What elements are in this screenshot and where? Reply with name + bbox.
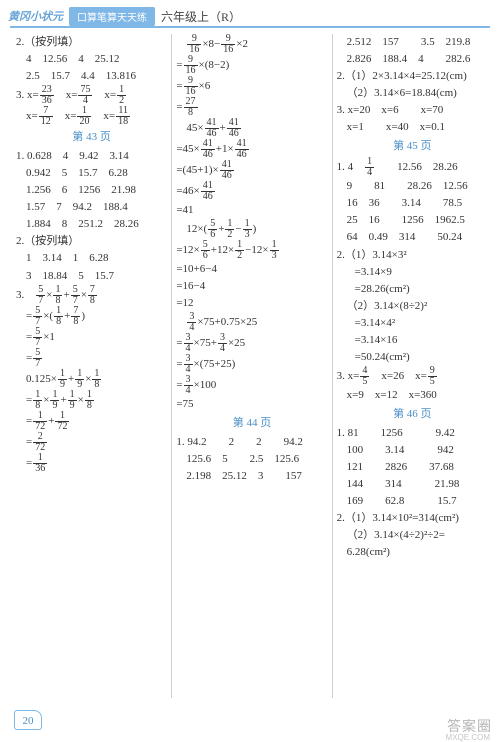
equation-row: 6.28(cm²) xyxy=(337,544,488,561)
data-row: 121 2826 37.68 xyxy=(337,459,488,476)
equation-row: x=712 x=120 x=1118 xyxy=(16,106,167,127)
data-row: 1 3.14 1 6.28 xyxy=(16,250,167,267)
data-row: 64 0.49 314 50.24 xyxy=(337,229,488,246)
equation-row: =10+6−4 xyxy=(176,261,327,278)
data-row: 0.942 5 15.7 6.28 xyxy=(16,165,167,182)
data-row: 2.512 157 3.5 219.8 xyxy=(337,34,488,51)
grade-label: 六年级上（R） xyxy=(161,8,241,25)
equation-row: =916×(8−2) xyxy=(176,55,327,76)
equation-row: =(45+1)×4146 xyxy=(176,160,327,181)
data-row: 2.198 25.12 3 157 xyxy=(176,468,327,485)
header-divider xyxy=(10,26,490,28)
data-row: 169 62.8 15.7 xyxy=(337,493,488,510)
equation-row: =12 xyxy=(176,295,327,312)
column-1: 2.（按列填） 4 12.56 4 25.12 2.5 15.7 4.4 13.… xyxy=(12,34,171,698)
equation-row: 2.（1）3.14×10²=314(cm²) xyxy=(337,510,488,527)
equation-row: x=1 x=40 x=0.1 xyxy=(337,119,488,136)
equation-row: =41 xyxy=(176,202,327,219)
content-columns: 2.（按列填） 4 12.56 4 25.12 2.5 15.7 4.4 13.… xyxy=(0,28,500,698)
equation-row: =136 xyxy=(16,453,167,474)
data-row: 125.6 5 2.5 125.6 xyxy=(176,451,327,468)
equation-row: 2.（1）3.14×3² xyxy=(337,247,488,264)
equation-row: 3. x=20 x=6 x=70 xyxy=(337,102,488,119)
equation-row: =57 xyxy=(16,348,167,369)
brand-tag: 黄冈小状元 xyxy=(8,8,63,24)
data-row: 16 36 3.14 78.5 xyxy=(337,195,488,212)
equation-row: =46×4146 xyxy=(176,181,327,202)
equation-row: =50.24(cm²) xyxy=(337,349,488,366)
equation-row: =12×56+12×12−12×13 xyxy=(176,240,327,261)
equation-row: =3.14×9 xyxy=(337,264,488,281)
data-row: 1.256 6 1256 21.98 xyxy=(16,182,167,199)
data-row: 1.57 7 94.2 188.4 xyxy=(16,199,167,216)
equation-row: 3. x=2336 x=754 x=12 xyxy=(16,85,167,106)
equation-row: =172+172 xyxy=(16,411,167,432)
data-row: 3 18.84 5 15.7 xyxy=(16,268,167,285)
section-title: 2.（按列填） xyxy=(16,34,167,51)
page-ref-44: 第 44 页 xyxy=(176,415,327,432)
equation-row: =34×75+34×25 xyxy=(176,333,327,354)
equation-row: =28.26(cm²) xyxy=(337,281,488,298)
column-2: 916×8−916×2 =916×(8−2) =916×6 =278 45×41… xyxy=(171,34,331,698)
page-header: 黄冈小状元 口算笔算天天练 六年级上（R） xyxy=(0,0,500,28)
equation-row: 45×4146+4146 xyxy=(176,118,327,139)
data-row: 1. 81 1256 9.42 xyxy=(337,425,488,442)
equation-row: 3. 57×18+57×78 xyxy=(16,285,167,306)
equation-row: =34×(75+25) xyxy=(176,354,327,375)
data-row: 100 3.14 942 xyxy=(337,442,488,459)
data-row: 1. 4 14 12.56 28.26 xyxy=(337,157,488,178)
equation-row: =3.14×16 xyxy=(337,332,488,349)
page-ref-46: 第 46 页 xyxy=(337,406,488,423)
data-row: 9 81 28.26 12.56 xyxy=(337,178,488,195)
equation-row: 916×8−916×2 xyxy=(176,34,327,55)
data-row: 4 12.56 4 25.12 xyxy=(16,51,167,68)
column-3: 2.512 157 3.5 219.8 2.826 188.4 4 282.6 … xyxy=(332,34,492,698)
section-title: 2.（按列填） xyxy=(16,233,167,250)
equation-row: =18×19+19×18 xyxy=(16,390,167,411)
equation-row: =57×(18+78) xyxy=(16,306,167,327)
equation-row: =3.14×4² xyxy=(337,315,488,332)
data-row: 144 314 21.98 xyxy=(337,476,488,493)
equation-row: （2）3.14×(8÷2)² xyxy=(337,298,488,315)
equation-row: =45×4146+1×4146 xyxy=(176,139,327,160)
equation-row: （2）3.14×6=18.84(cm) xyxy=(337,85,488,102)
data-row: 2.5 15.7 4.4 13.816 xyxy=(16,68,167,85)
data-row: 1. 0.628 4 9.42 3.14 xyxy=(16,148,167,165)
equation-row: =75 xyxy=(176,396,327,413)
page-ref-45: 第 45 页 xyxy=(337,138,488,155)
data-row: 25 16 1256 1962.5 xyxy=(337,212,488,229)
equation-row: 0.125×19+19×18 xyxy=(16,369,167,390)
series-pill: 口算笔算天天练 xyxy=(69,7,155,26)
equation-row: （2）3.14×(4÷2)²÷2= xyxy=(337,527,488,544)
equation-row: 12×(56+12−13) xyxy=(176,219,327,240)
page-number: 20 xyxy=(14,710,42,730)
equation-row: =16−4 xyxy=(176,278,327,295)
equation-row: =57×1 xyxy=(16,327,167,348)
equation-row: x=9 x=12 x=360 xyxy=(337,387,488,404)
data-row: 1. 94.2 2 2 94.2 xyxy=(176,434,327,451)
page-ref-43: 第 43 页 xyxy=(16,129,167,146)
data-row: 1.884 8 251.2 28.26 xyxy=(16,216,167,233)
equation-row: =916×6 xyxy=(176,76,327,97)
equation-row: =272 xyxy=(16,432,167,453)
watermark-url: MXQE.COM xyxy=(446,733,490,742)
equation-row: 2.（1）2×3.14×4=25.12(cm) xyxy=(337,68,488,85)
equation-row: =278 xyxy=(176,97,327,118)
equation-row: 34×75+0.75×25 xyxy=(176,312,327,333)
data-row: 2.826 188.4 4 282.6 xyxy=(337,51,488,68)
equation-row: =34×100 xyxy=(176,375,327,396)
equation-row: 3. x=45 x=26 x=95 xyxy=(337,366,488,387)
